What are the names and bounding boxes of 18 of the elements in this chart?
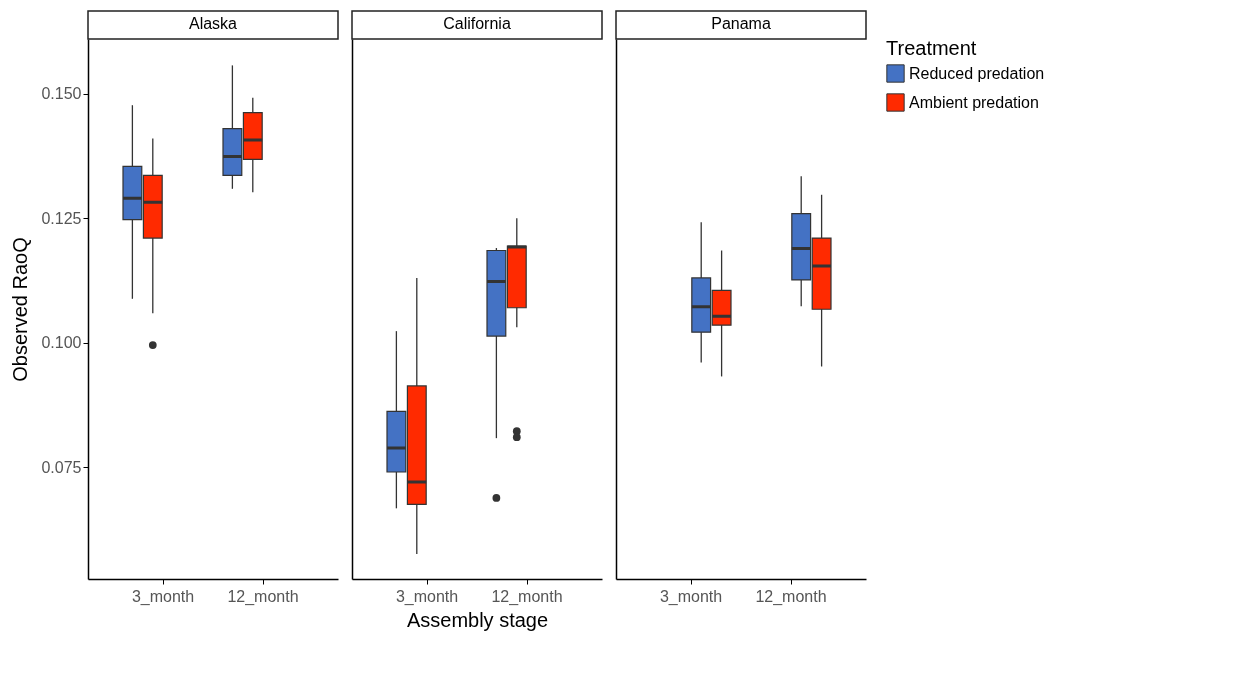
x-tick-label: 3_month — [131, 587, 195, 606]
y-tick-label: 0.125 — [41, 209, 82, 227]
y-axis-title: Observed RaoQ — [9, 237, 32, 382]
chart-title: California — [443, 15, 511, 33]
legend-title: Treatment — [886, 37, 977, 59]
x-tick-label: 3_month — [395, 587, 459, 606]
y-tick-label: 0.075 — [41, 458, 82, 476]
legend-label: Ambient predation — [909, 93, 1039, 111]
x-tick-label: 12_month — [227, 587, 299, 606]
legend-label: Reduced predation — [909, 64, 1045, 82]
x-axis-title: Assembly stage — [406, 608, 549, 631]
chart-title: Alaska — [188, 15, 238, 33]
x-tick-label: 12_month — [491, 587, 563, 606]
x-tick-label: 3_month — [659, 587, 723, 606]
y-tick-label: 0.100 — [41, 334, 82, 352]
y-tick-label: 0.150 — [41, 85, 82, 103]
chart-title: Panama — [711, 15, 771, 33]
x-tick-label: 12_month — [755, 587, 827, 606]
